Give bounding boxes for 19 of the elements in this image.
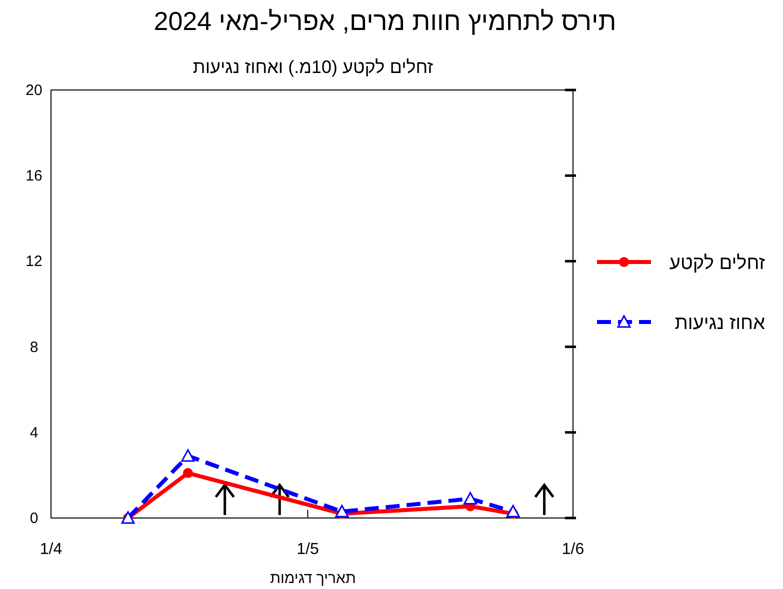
- y-tick-label: 20: [26, 82, 42, 99]
- y-tick-label: 0: [30, 510, 38, 527]
- x-tick-label: 1/4: [40, 541, 62, 558]
- point: [506, 504, 520, 518]
- y-tick-label: 4: [30, 424, 38, 442]
- legend-label: אחוז נגיעות: [674, 313, 766, 334]
- x-axis-title: תאריך דגימות: [270, 570, 356, 587]
- y-tick-label: 16: [26, 168, 42, 185]
- chart-title: תירס לתחמיץ חוות מרים, אפריל-מאי 2024: [154, 6, 616, 36]
- x-tick-label: 1/5: [296, 541, 319, 558]
- point: [181, 449, 195, 462]
- x-tick-label: 1/6: [562, 541, 584, 558]
- y-tick-label: 8: [30, 338, 38, 356]
- point: [182, 468, 193, 478]
- point: [464, 492, 478, 504]
- y-tick-label: 12: [26, 253, 42, 270]
- point: [335, 504, 349, 518]
- legend-label: זחלים לקטע: [669, 253, 765, 274]
- chart-subtitle: זחלים לקטע (10מ.) ואחוז נגיעות: [192, 57, 434, 77]
